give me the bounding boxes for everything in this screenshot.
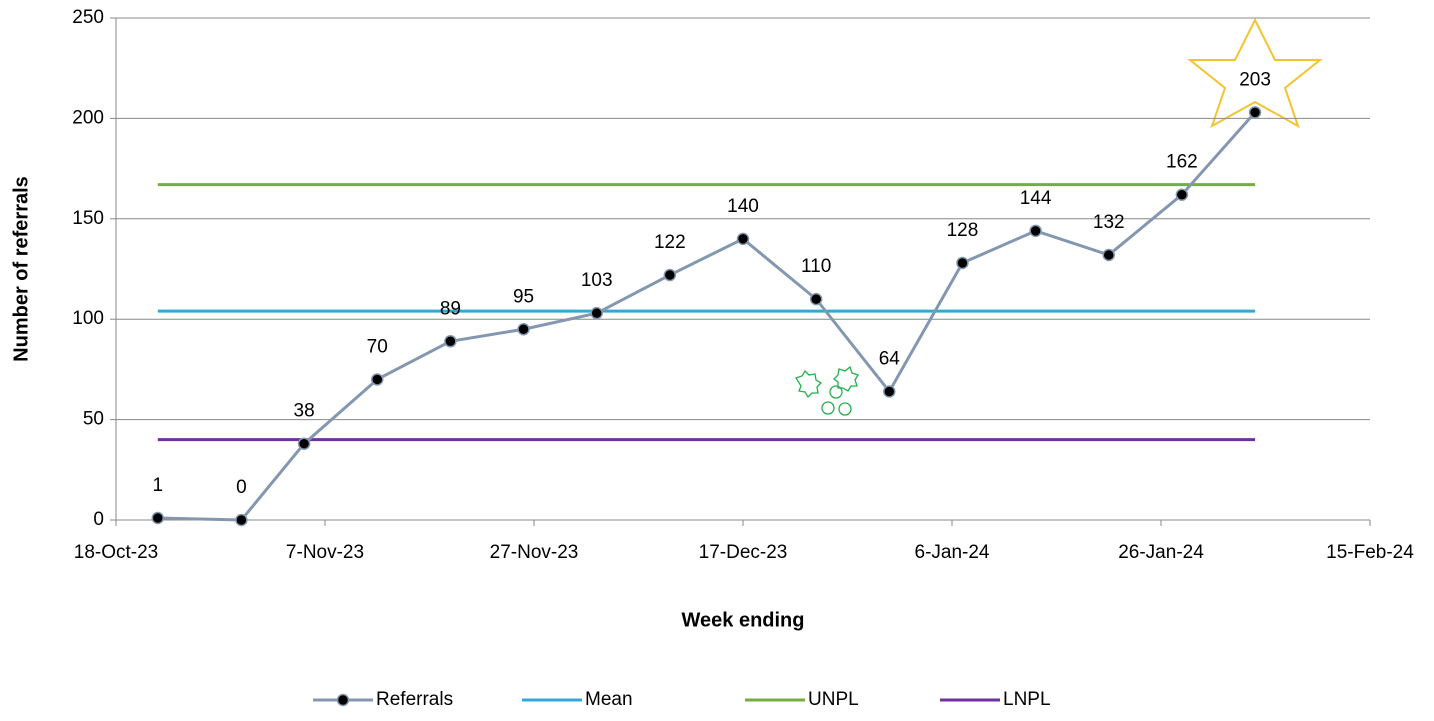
data-point [956,256,969,270]
x-tick-label: 6-Jan-24 [915,542,990,563]
data-label: 70 [367,336,388,357]
data-point [517,322,530,336]
data-label: 103 [581,270,613,291]
y-axis-title: Number of referrals [10,176,32,362]
data-point [1102,248,1115,262]
y-tick-label: 0 [93,509,104,530]
data-point [809,292,823,306]
data-label: 144 [1020,188,1052,209]
data-point [371,373,384,386]
legend-label: UNPL [808,689,859,710]
data-point [883,385,896,398]
data-point [1248,106,1262,119]
y-tick-label: 250 [72,7,104,28]
x-tick-label: 18-Oct-23 [74,542,158,563]
legend-label: Referrals [376,689,453,710]
data-point [444,335,457,348]
data-label: 122 [654,232,686,253]
data-point [590,306,603,320]
y-tick-label: 150 [72,208,104,229]
data-point [297,437,311,450]
legend-label: LNPL [1003,689,1051,710]
x-tick-label: 15-Feb-24 [1326,542,1414,563]
data-label: 38 [294,401,315,422]
data-point [151,511,165,525]
data-label: 89 [440,298,461,319]
legend-label: Mean [585,689,633,710]
data-label: 110 [801,256,831,277]
data-label: 1 [153,475,164,496]
data-label: 95 [513,286,534,307]
star-decoration [1187,17,1323,129]
x-tick-label: 17-Dec-23 [699,542,788,563]
holly-decoration [795,365,859,416]
x-tick-label: 26-Jan-24 [1118,542,1204,563]
x-tick-label: 7-Nov-23 [286,542,364,563]
y-tick-label: 100 [72,308,104,329]
data-label: 203 [1239,69,1271,90]
data-point [1175,188,1189,201]
data-point [235,513,248,527]
data-label: 64 [879,349,901,370]
data-label: 0 [236,477,247,498]
data-point [663,268,677,282]
legend-marker [336,693,350,707]
series-line [157,111,1257,522]
data-label: 128 [947,220,979,241]
data-label: 162 [1166,152,1198,173]
y-tick-label: 50 [83,409,104,430]
data-point [1029,224,1042,238]
x-axis-title: Week ending [682,609,805,631]
data-label: 132 [1093,212,1125,233]
data-point [736,232,750,246]
y-tick-label: 200 [72,107,104,128]
data-label: 140 [727,196,759,217]
x-tick-label: 27-Nov-23 [490,542,579,563]
